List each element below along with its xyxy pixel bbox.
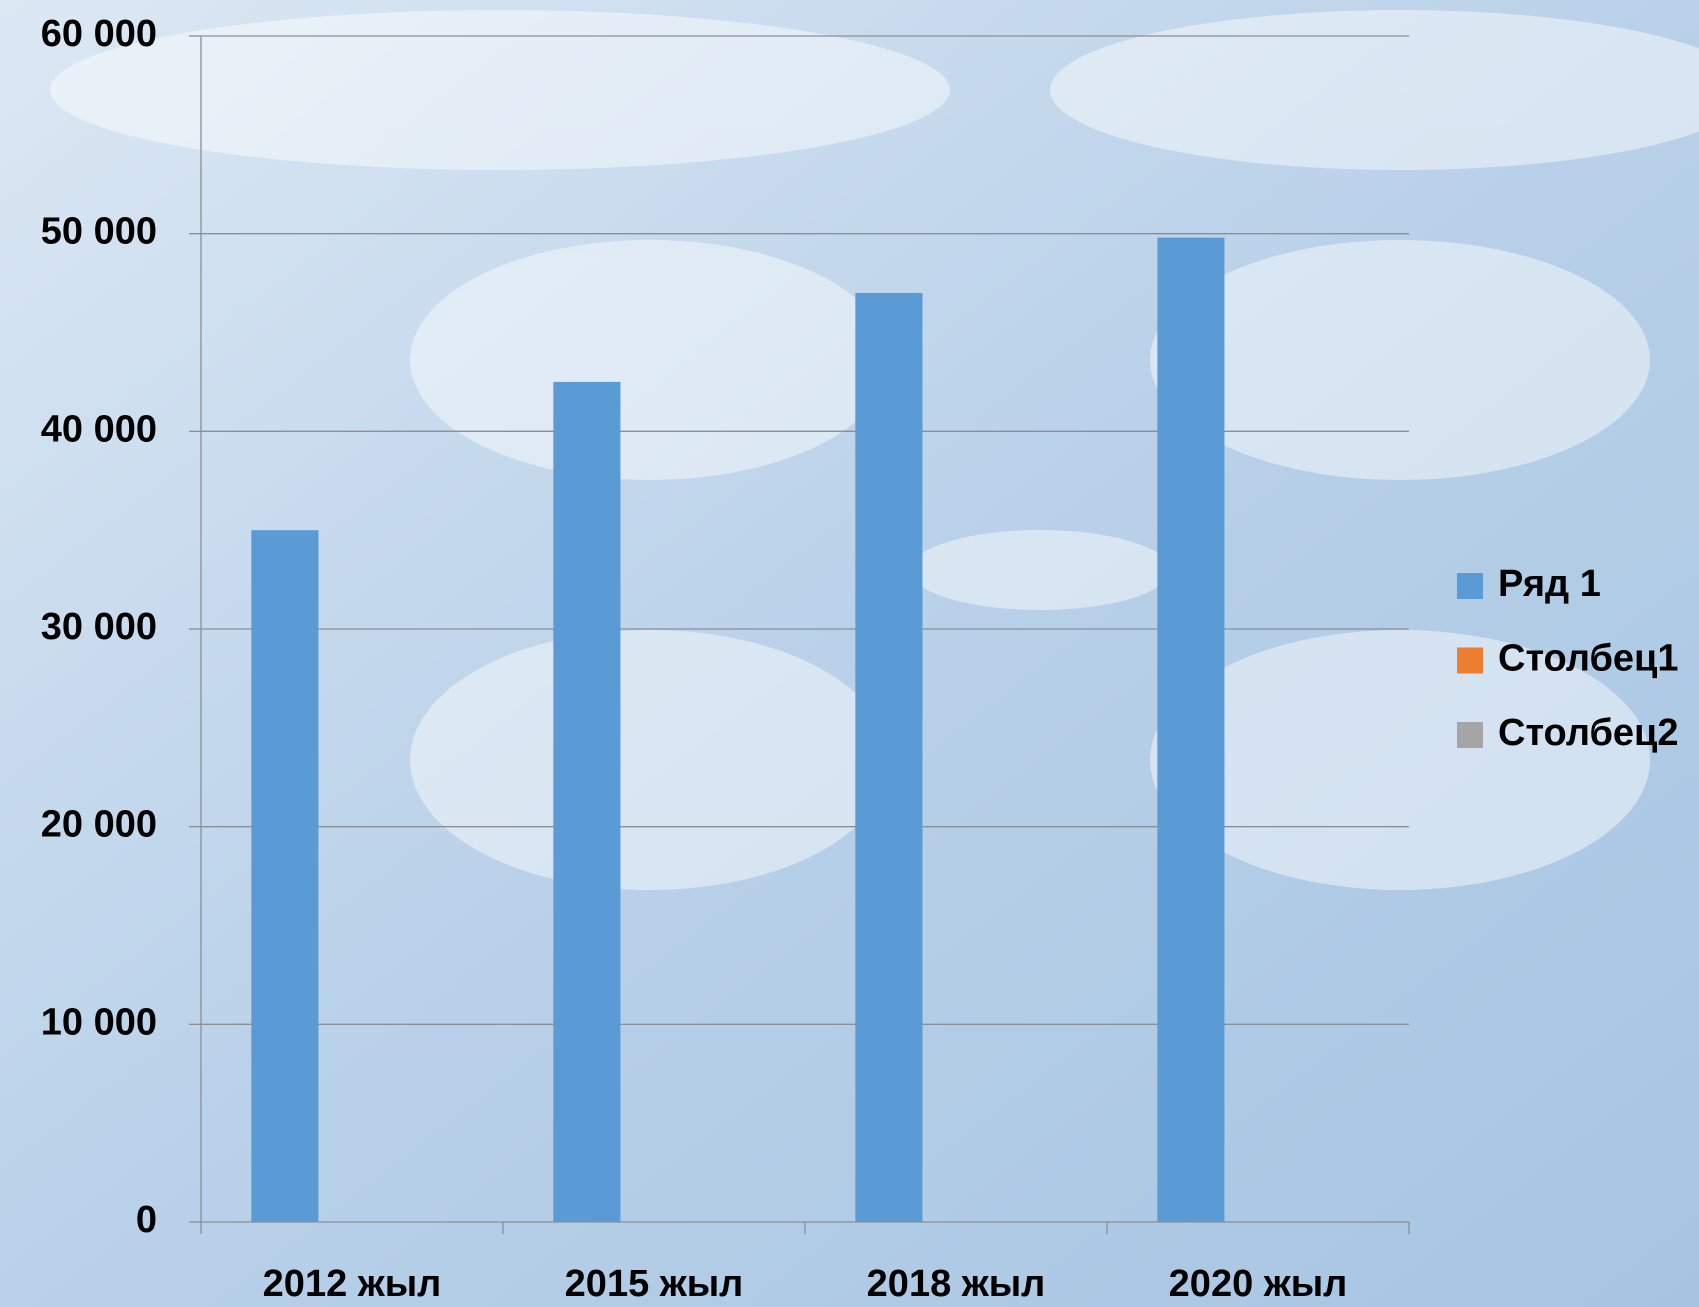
y-tick-label: 20 000 — [41, 804, 157, 846]
y-tick-label: 10 000 — [41, 1001, 157, 1043]
legend-swatch — [1457, 648, 1483, 674]
y-tick-label: 30 000 — [41, 606, 157, 648]
legend-label: Столбец2 — [1498, 712, 1679, 754]
bar — [1157, 238, 1224, 1222]
legend-label: Ряд 1 — [1498, 563, 1601, 605]
y-tick-label: 0 — [136, 1199, 157, 1241]
y-tick-label: 50 000 — [41, 211, 157, 253]
bar — [553, 382, 620, 1222]
legend-swatch — [1457, 722, 1483, 748]
bar — [251, 530, 318, 1222]
x-tick-label: 2018 жыл — [867, 1263, 1046, 1305]
y-tick-label: 40 000 — [41, 408, 157, 450]
y-tick-label: 60 000 — [41, 13, 157, 55]
legend-label: Столбец1 — [1498, 638, 1679, 680]
bar — [855, 293, 922, 1222]
chart: 0 10 000 20 000 30 000 40 000 50 000 60 000 201… — [0, 0, 1699, 1307]
x-tick-label: 2015 жыл — [565, 1263, 744, 1305]
legend-swatch — [1457, 573, 1483, 599]
x-tick-label: 2012 жыл — [263, 1263, 442, 1305]
page: 0 10 000 20 000 30 000 40 000 50 000 60 000 201… — [0, 0, 1699, 1307]
x-tick-label: 2020 жыл — [1169, 1263, 1348, 1305]
